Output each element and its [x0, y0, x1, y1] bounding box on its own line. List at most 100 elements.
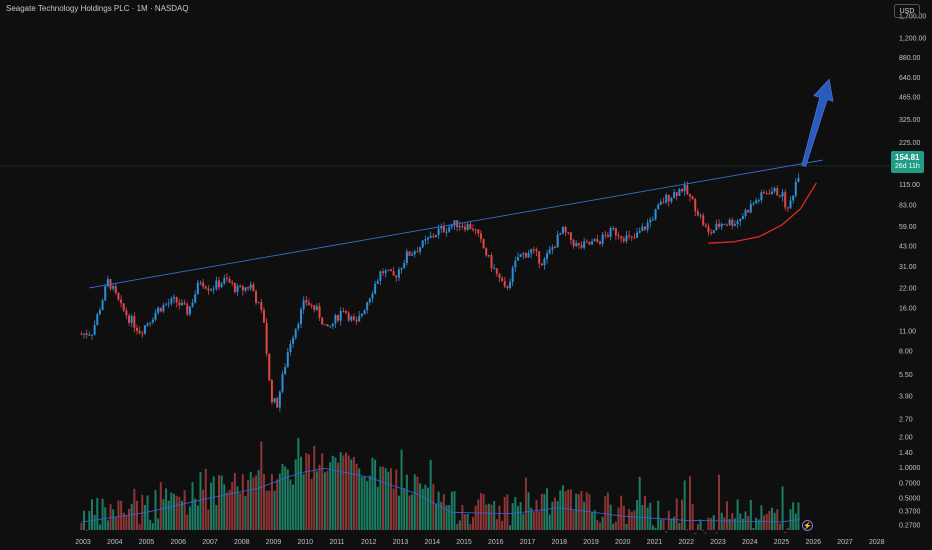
candle-body	[220, 283, 223, 288]
candle-body	[120, 299, 123, 304]
candle-body	[559, 233, 562, 235]
candle-body	[442, 226, 445, 232]
candle-body	[662, 201, 665, 203]
candle-body	[752, 203, 755, 205]
time-axis-tick: 2024	[742, 539, 758, 546]
volume-bar	[498, 505, 501, 530]
volume-bar	[501, 520, 504, 530]
candle-body	[225, 277, 228, 279]
volume-bar	[768, 510, 771, 530]
volume-bar	[424, 484, 427, 530]
volume-bar	[339, 452, 342, 530]
volume-axis-tick: 1.0000	[899, 465, 921, 472]
volume-bar	[331, 455, 334, 530]
price-axis-tick: 2.70	[899, 417, 913, 424]
candle-body	[307, 302, 310, 305]
currency-button[interactable]: USD	[894, 4, 920, 18]
candle-body	[741, 216, 744, 219]
candle-body	[138, 330, 141, 334]
volume-bar	[286, 469, 289, 530]
candle-body	[474, 229, 477, 231]
volume-bar	[305, 452, 308, 530]
candle-body	[233, 282, 236, 292]
volume-bar	[416, 476, 419, 530]
volume-bar	[358, 468, 361, 530]
volume-bar	[141, 494, 144, 530]
candle-body	[292, 337, 295, 344]
volume-bar	[551, 501, 554, 530]
candle-body	[276, 398, 279, 408]
candle-body	[792, 195, 795, 201]
time-axis-tick: 2010	[297, 539, 313, 546]
volume-bar	[278, 473, 281, 530]
volume-bar	[302, 474, 305, 530]
volume-bar	[686, 529, 689, 531]
candle-body	[681, 189, 684, 192]
candle-body	[453, 220, 456, 226]
candle-body	[448, 227, 451, 232]
candle-body	[421, 240, 424, 248]
volume-bar	[474, 505, 477, 530]
volume-bar	[262, 473, 265, 530]
candle-body	[765, 193, 768, 195]
volume-bar	[781, 486, 784, 530]
volume-bar	[165, 488, 168, 530]
candle-body	[575, 243, 578, 247]
time-axis-tick: 2021	[647, 539, 663, 546]
time-axis-tick: 2016	[488, 539, 504, 546]
volume-bar	[559, 490, 562, 530]
price-axis-tick: 22.00	[899, 285, 917, 292]
candle-body	[694, 199, 697, 212]
candle-body	[617, 235, 620, 237]
candle-body	[405, 251, 408, 264]
volume-bar	[413, 474, 416, 530]
volume-bar	[458, 520, 461, 530]
candle-body	[202, 282, 205, 287]
volume-bar	[747, 516, 750, 530]
volume-bar	[249, 471, 252, 530]
candle-body	[273, 398, 276, 403]
volume-bar	[321, 453, 324, 530]
volume-bar	[289, 479, 292, 530]
candle-body	[466, 224, 469, 230]
volume-bar	[194, 498, 197, 530]
volume-bar	[106, 520, 109, 530]
candle-body	[649, 219, 652, 223]
volume-bar	[146, 495, 149, 530]
candle-body	[408, 251, 411, 256]
candle-body	[596, 239, 599, 242]
volume-bar	[268, 490, 271, 530]
volume-bar	[265, 490, 268, 530]
candle-body	[786, 207, 789, 209]
candle-body	[413, 251, 416, 255]
candle-body	[519, 254, 522, 258]
volume-bar	[133, 488, 136, 530]
volume-bar	[223, 484, 226, 530]
volume-bar	[260, 441, 263, 530]
candle-body	[768, 193, 771, 195]
time-axis-tick: 2014	[424, 539, 440, 546]
volume-bar	[625, 523, 628, 530]
lightning-icon[interactable]: ⚡	[802, 520, 813, 531]
volume-bar	[752, 527, 755, 530]
candle-body	[339, 310, 342, 321]
volume-bar	[352, 457, 355, 530]
time-axis-tick: 2027	[837, 539, 853, 546]
volume-bar	[485, 504, 488, 530]
symbol-title[interactable]: Seagate Technology Holdings PLC · 1M · N…	[6, 4, 189, 13]
candle-body	[699, 215, 702, 217]
volume-bar	[125, 515, 128, 530]
volume-bar	[360, 476, 363, 530]
candle-body	[204, 286, 207, 289]
volume-bar	[183, 490, 186, 530]
volume-axis-tick: 1.40	[899, 450, 913, 457]
volume-bar	[736, 499, 739, 530]
candle-body	[191, 302, 194, 307]
volume-bar	[326, 471, 329, 530]
candle-body	[392, 271, 395, 276]
price-axis-tick: 1,200.00	[899, 36, 926, 43]
candle-body	[641, 226, 644, 232]
candle-body	[175, 296, 178, 303]
